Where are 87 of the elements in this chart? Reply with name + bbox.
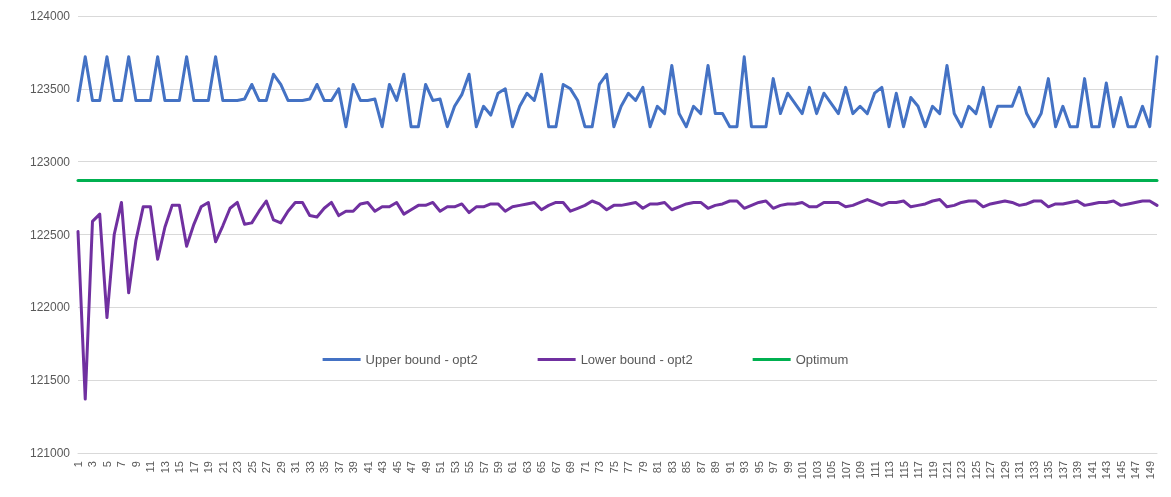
x-tick-label: 135: [1042, 461, 1055, 480]
y-tick-label: 124000: [29, 9, 71, 23]
x-tick-label: 75: [607, 461, 620, 474]
x-tick-label: 39: [347, 461, 360, 474]
x-tick-label: 31: [289, 461, 302, 474]
y-tick-label: 122000: [29, 300, 71, 315]
x-tick-label: 55: [463, 461, 476, 474]
x-tick-label: 49: [419, 461, 432, 474]
x-tick-label: 113: [883, 461, 896, 479]
x-tick-label: 143: [1100, 461, 1113, 480]
legend-label: Upper bound - opt2: [365, 352, 478, 367]
y-tick-label: 123500: [29, 81, 71, 96]
x-tick-label: 125: [969, 461, 982, 480]
x-tick-label: 123: [955, 461, 968, 480]
x-tick-label: 81: [651, 461, 664, 474]
x-tick-label: 117: [912, 461, 925, 479]
x-tick-label: 21: [216, 461, 229, 474]
x-tick-label: 141: [1085, 461, 1098, 480]
x-tick-label: 1: [72, 461, 84, 468]
y-tick-label: 122500: [29, 227, 71, 242]
x-tick-label: 93: [738, 461, 751, 474]
legend-label: Optimum: [795, 352, 849, 367]
x-tick-label: 15: [173, 461, 186, 474]
x-tick-label: 145: [1114, 461, 1127, 480]
x-tick-label: 95: [752, 461, 765, 474]
x-tick-label: 57: [477, 461, 490, 474]
x-tick-label: 41: [361, 461, 374, 474]
x-tick-label: 5: [100, 461, 113, 468]
x-tick-label: 47: [405, 461, 418, 474]
x-tick-label: 109: [854, 461, 867, 480]
y-tick-label: 121500: [29, 373, 71, 388]
x-tick-label: 89: [709, 461, 722, 474]
x-tick-label: 83: [665, 461, 678, 474]
line-series: [76, 55, 1159, 129]
y-tick-label: 121000: [29, 446, 71, 460]
x-tick-label: 79: [636, 461, 649, 474]
x-tick-label: 23: [231, 461, 244, 474]
x-tick-label: 133: [1027, 461, 1040, 480]
x-tick-label: 43: [376, 461, 389, 474]
x-tick-label: 67: [549, 461, 562, 474]
x-tick-label: 9: [129, 461, 142, 468]
x-tick-label: 29: [274, 461, 287, 474]
x-tick-label: 13: [158, 461, 171, 474]
x-tick-label: 129: [998, 461, 1011, 480]
x-tick-label: 137: [1056, 461, 1069, 480]
legend-label: Lower bound - opt2: [580, 352, 693, 367]
x-tick-label: 147: [1129, 461, 1142, 480]
x-tick-label: 63: [520, 461, 533, 474]
x-tick-label: 61: [506, 461, 519, 474]
x-tick-label: 25: [245, 461, 258, 474]
line-series: [76, 198, 1159, 401]
x-tick-label: 87: [694, 461, 707, 474]
x-tick-label: 107: [839, 461, 852, 480]
x-tick-label: 27: [260, 461, 273, 474]
x-tick-label: 69: [564, 461, 577, 474]
x-tick-label: 71: [578, 461, 591, 474]
x-tick-label: 45: [390, 461, 403, 474]
x-tick-label: 99: [781, 461, 794, 474]
x-tick-label: 51: [434, 461, 447, 474]
x-tick-label: 11: [144, 461, 157, 473]
x-tick-label: 53: [448, 461, 461, 474]
x-tick-label: 131: [1013, 461, 1026, 480]
x-tick-label: 17: [187, 461, 200, 474]
x-tick-label: 3: [86, 461, 99, 468]
x-tick-label: 33: [303, 461, 316, 474]
x-tick-label: 119: [926, 461, 939, 479]
x-tick-label: 101: [796, 461, 809, 480]
x-tick-label: 73: [593, 461, 606, 474]
x-tick-label: 65: [535, 461, 548, 474]
x-tick-label: 139: [1071, 461, 1084, 480]
x-tick-label: 91: [723, 461, 736, 474]
x-tick-label: 121: [940, 461, 953, 480]
x-tick-label: 111: [868, 461, 881, 478]
x-tick-label: 97: [767, 461, 780, 474]
x-tick-label: 35: [318, 461, 331, 474]
x-tick-label: 149: [1143, 461, 1156, 480]
x-tick-label: 127: [984, 461, 997, 480]
x-tick-label: 85: [680, 461, 693, 474]
x-tick-label: 77: [622, 461, 635, 474]
x-tick-label: 37: [332, 461, 345, 474]
x-tick-label: 7: [115, 461, 128, 468]
x-tick-label: 115: [897, 461, 910, 479]
y-tick-label: 123000: [29, 154, 71, 169]
x-tick-label: 105: [825, 461, 838, 480]
x-tick-label: 103: [810, 461, 823, 480]
x-tick-label: 19: [202, 461, 215, 474]
x-tick-label: 59: [492, 461, 505, 474]
